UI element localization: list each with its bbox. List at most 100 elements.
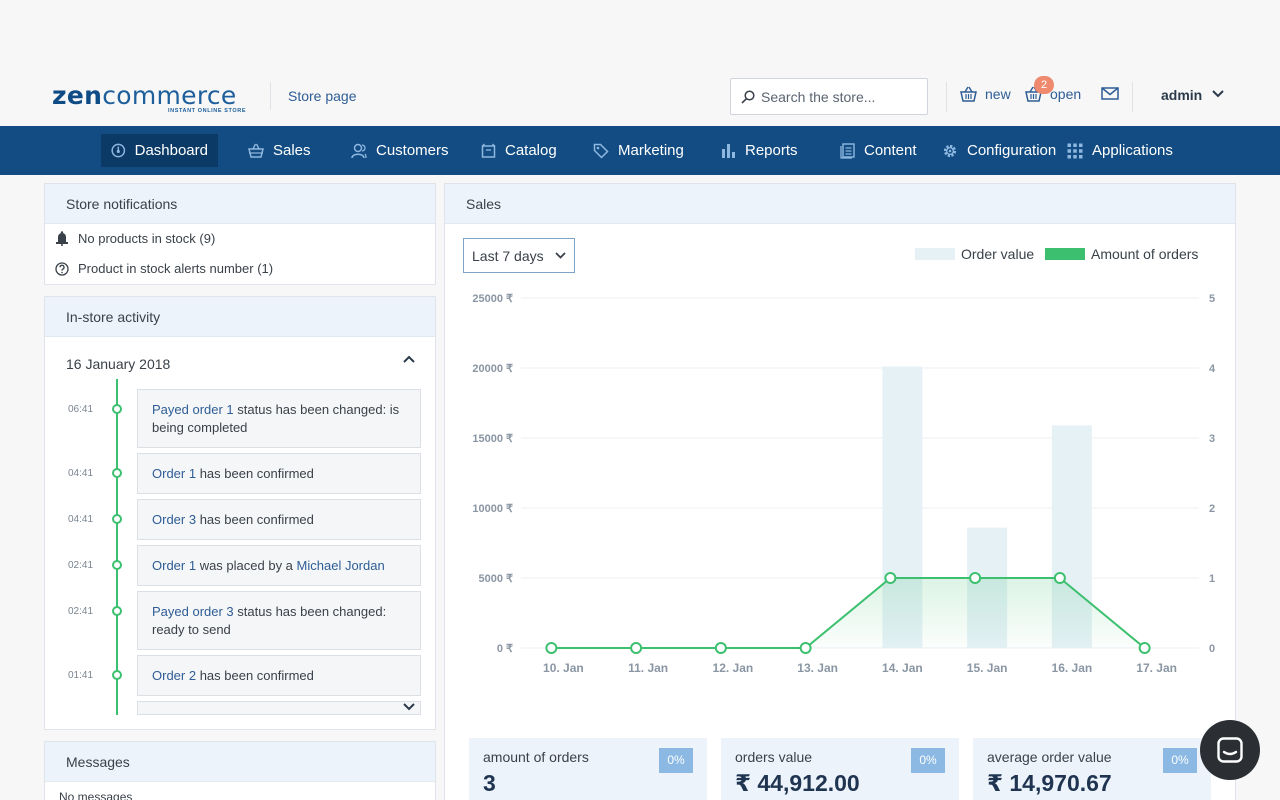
- activity-item: Order 1 has been confirmed: [137, 453, 421, 494]
- in-store-activity-panel: In-store activity 16 January 2018 06:41 …: [44, 296, 436, 730]
- panel-title: In-store activity: [45, 297, 435, 337]
- grid-icon: [1067, 143, 1083, 158]
- messages-button[interactable]: [1101, 87, 1127, 100]
- logo-text-main: commerce: [102, 81, 237, 110]
- nav-label: Configuration: [967, 142, 1057, 159]
- nav-configuration[interactable]: Configuration: [932, 134, 1066, 167]
- zencommerce-logo[interactable]: zencommerce INSTANT ONLINE STORE: [52, 81, 254, 114]
- divider: [1132, 82, 1133, 112]
- stat-label: orders value: [735, 749, 813, 765]
- activity-item: Payed order 3 status has been changed: r…: [137, 591, 421, 650]
- messages-empty: No messages: [59, 790, 133, 800]
- activity-item: Order 3 has been confirmed: [137, 499, 421, 540]
- tag-icon: [593, 143, 609, 159]
- nav-marketing[interactable]: Marketing: [583, 134, 694, 167]
- period-value: Last 7 days: [472, 248, 544, 264]
- x-tick-label: 13. Jan: [797, 661, 838, 675]
- y-right-tick-label: 4: [1209, 363, 1216, 375]
- y-right-tick-label: 2: [1209, 503, 1215, 515]
- chat-icon: [1217, 737, 1243, 763]
- main-nav: Dashboard Sales Customers Catalog Market…: [0, 126, 1280, 175]
- chevron-down-icon[interactable]: [403, 703, 415, 711]
- envelope-icon: [1101, 87, 1119, 100]
- basket-icon: [960, 86, 977, 102]
- nav-label: Sales: [273, 142, 311, 159]
- x-tick-label: 12. Jan: [713, 661, 754, 675]
- activity-link[interactable]: Order 3: [152, 512, 197, 527]
- activity-text: status has been changed: is being comple…: [152, 402, 400, 435]
- legend-label: Amount of orders: [1091, 246, 1199, 262]
- notification-item[interactable]: Product in stock alerts number (1): [55, 261, 273, 276]
- x-tick-label: 11. Jan: [628, 661, 668, 675]
- notification-text: Product in stock alerts number (1): [78, 261, 274, 276]
- bell-icon: [56, 231, 68, 246]
- period-select[interactable]: Last 7 days: [463, 238, 575, 273]
- box-icon: [481, 143, 496, 158]
- timeline-line: [116, 379, 118, 715]
- timeline-dot: [112, 606, 122, 616]
- search-box[interactable]: [730, 78, 928, 115]
- nav-content[interactable]: Content: [830, 134, 927, 167]
- legend-amount-of-orders[interactable]: Amount of orders: [1045, 246, 1198, 262]
- nav-label: Catalog: [505, 142, 557, 159]
- open-label: open: [1050, 86, 1082, 102]
- timeline-dot: [112, 468, 122, 478]
- nav-applications[interactable]: Applications: [1057, 134, 1183, 167]
- timeline-dot: [112, 514, 122, 524]
- chat-launcher-button[interactable]: [1200, 720, 1260, 780]
- new-label: new: [985, 86, 1011, 102]
- stat-label: amount of orders: [483, 749, 589, 765]
- nav-reports[interactable]: Reports: [711, 134, 808, 167]
- users-icon: [351, 143, 367, 158]
- store-page-link[interactable]: Store page: [288, 88, 357, 104]
- new-orders-button[interactable]: new: [960, 86, 1011, 102]
- stat-change-badge: 0%: [911, 748, 945, 773]
- activity-link[interactable]: Order 2: [152, 668, 197, 683]
- nav-catalog[interactable]: Catalog: [471, 134, 567, 167]
- nav-sales[interactable]: Sales: [238, 134, 321, 167]
- open-count-badge: 2: [1034, 76, 1054, 94]
- user-menu[interactable]: admin: [1161, 87, 1203, 103]
- stat-amount-of-orders: amount of orders 3 0%: [469, 738, 707, 800]
- y-right-tick-label: 1: [1209, 573, 1215, 585]
- notification-item[interactable]: No products in stock (9): [55, 231, 215, 246]
- nav-customers[interactable]: Customers: [341, 134, 459, 167]
- activity-link[interactable]: Payed order 1: [152, 402, 234, 417]
- activity-time: 02:41: [68, 606, 94, 617]
- x-tick-label: 15. Jan: [967, 661, 1008, 675]
- y-right-tick-label: 5: [1209, 293, 1215, 305]
- activity-link[interactable]: Order 1: [152, 466, 197, 481]
- nav-dashboard[interactable]: Dashboard: [101, 134, 218, 167]
- stat-value: 3: [483, 770, 496, 796]
- activity-date: 16 January 2018: [66, 356, 171, 372]
- search-input[interactable]: [761, 87, 921, 107]
- chevron-up-icon[interactable]: [403, 355, 415, 363]
- stat-change-badge: 0%: [659, 748, 693, 773]
- top-bar: zencommerce INSTANT ONLINE STORE Store p…: [0, 66, 1280, 126]
- legend-order-value[interactable]: Order value: [915, 246, 1034, 262]
- chevron-down-icon: [555, 252, 566, 259]
- activity-time: 01:41: [68, 670, 94, 681]
- y-left-tick-label: 25000 ₹: [472, 293, 513, 305]
- line-point: [1053, 572, 1066, 584]
- line-point: [545, 642, 558, 654]
- line-point: [799, 642, 812, 654]
- activity-link[interactable]: Order 1: [152, 558, 197, 573]
- messages-panel: Messages No messages: [44, 741, 436, 800]
- chevron-down-icon[interactable]: [1212, 90, 1224, 98]
- stat-change-badge: 0%: [1163, 748, 1197, 773]
- nav-label: Customers: [376, 142, 449, 159]
- nav-label: Applications: [1092, 142, 1173, 159]
- nav-label: Dashboard: [134, 142, 208, 159]
- panel-title: Sales: [445, 184, 1235, 224]
- customer-link[interactable]: Michael Jordan: [296, 558, 385, 573]
- dashboard-gauge-icon: [111, 143, 126, 158]
- y-right-tick-label: 3: [1209, 433, 1215, 445]
- stat-average-order-value: average order value ₹ 14,970.67 0%: [973, 738, 1211, 800]
- logo-tagline: INSTANT ONLINE STORE: [168, 108, 247, 114]
- activity-link[interactable]: Payed order 3: [152, 604, 234, 619]
- activity-item: Payed order 1 status has been changed: i…: [137, 389, 421, 448]
- stat-orders-value: orders value ₹ 44,912.00 0%: [721, 738, 959, 800]
- timeline-dot: [112, 404, 122, 414]
- y-left-tick-label: 15000 ₹: [472, 433, 513, 445]
